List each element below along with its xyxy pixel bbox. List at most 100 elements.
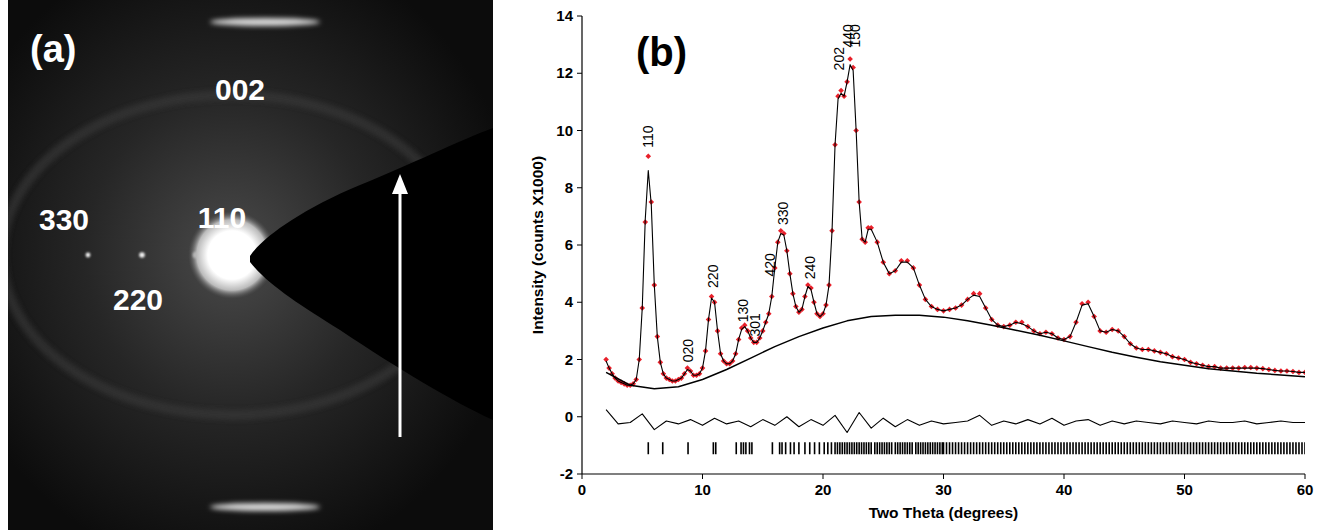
reflection-tick [907, 442, 909, 454]
reflection-tick [1196, 442, 1198, 454]
x-tick-label: 20 [815, 481, 832, 498]
reflection-tick [1000, 442, 1002, 454]
reflection-tick [888, 442, 890, 454]
reflection-tick [946, 442, 948, 454]
reflection-tick [881, 442, 883, 454]
reflection-tick [823, 442, 825, 454]
reflection-tick [1181, 442, 1183, 454]
reflection-tick [1268, 442, 1270, 454]
reflection-tick [1241, 442, 1243, 454]
streak-spot [210, 18, 320, 26]
y-tick [577, 416, 582, 417]
x-tick-label: 40 [1056, 481, 1073, 498]
peak-label: 110 [640, 125, 656, 148]
reflection-tick [1304, 442, 1305, 454]
difference-curve [606, 410, 1305, 433]
reflection-tick [964, 442, 966, 454]
y-tick-label: -2 [560, 465, 573, 482]
reflection-tick [929, 442, 931, 454]
spot-label: 330 [39, 203, 89, 236]
diffraction-spot [86, 253, 91, 258]
peak-label: 220 [705, 264, 721, 288]
spot-label: 110 [198, 201, 246, 234]
reflection-tick [1220, 442, 1222, 454]
reflection-tick [1199, 442, 1201, 454]
x-tick-label: 50 [1176, 481, 1193, 498]
reflection-tick [1105, 442, 1107, 454]
y-tick-label: 0 [565, 408, 573, 425]
peak-label: 150 [847, 24, 863, 48]
reflection-tick [943, 442, 945, 454]
reflection-tick [863, 442, 865, 454]
reflection-tick [1126, 442, 1128, 454]
reflection-tick [1289, 442, 1291, 454]
reflection-tick [1211, 442, 1213, 454]
reflection-tick [994, 442, 996, 454]
reflection-tick [967, 442, 969, 454]
reflection-tick [809, 442, 811, 454]
reflection-tick [941, 442, 943, 454]
reflection-tick [1021, 442, 1023, 454]
reflection-tick [793, 442, 795, 454]
reflection-tick [985, 442, 987, 454]
reflection-tick [1051, 442, 1053, 454]
reflection-tick [1060, 442, 1062, 454]
reflection-tick [1193, 442, 1195, 454]
reflection-tick [1235, 442, 1237, 454]
reflection-tick [1295, 442, 1297, 454]
x-tick [943, 474, 944, 479]
reflection-tick [804, 442, 806, 454]
reflection-tick [1298, 442, 1300, 454]
reflection-tick [1148, 442, 1150, 454]
reflection-tick [1259, 442, 1261, 454]
y-tick [577, 245, 582, 246]
reflection-tick [856, 442, 858, 454]
x-tick [1184, 474, 1185, 479]
reflection-tick [834, 442, 836, 454]
reflection-tick [1205, 442, 1207, 454]
peak-label: 330 [775, 201, 791, 225]
y-tick-label: 12 [556, 64, 573, 81]
peak-label: 020 [680, 339, 696, 363]
reflection-tick [819, 442, 821, 454]
reflection-tick [1247, 442, 1249, 454]
reflection-tick [970, 442, 972, 454]
reflection-tick [837, 442, 839, 454]
diffraction-spot [139, 252, 145, 258]
y-tick-label: 6 [565, 236, 573, 253]
reflection-tick [920, 442, 922, 454]
calculated-profile [606, 65, 1305, 386]
y-tick [577, 16, 582, 17]
reflection-tick [1042, 442, 1044, 454]
reflection-tick [858, 442, 860, 454]
arrow-shaft [399, 192, 402, 437]
reflection-tick [1081, 442, 1083, 454]
reflection-tick [894, 442, 896, 454]
reflection-tick [1063, 442, 1065, 454]
reflection-tick [1187, 442, 1189, 454]
reflection-tick [751, 442, 753, 454]
reflection-tick [1006, 442, 1008, 454]
figure: (a)002110220330-202468101214010203040506… [0, 0, 1323, 531]
reflection-tick [781, 442, 783, 454]
x-tick [1064, 474, 1065, 479]
reflection-tick [1145, 442, 1147, 454]
reflection-tick [917, 442, 919, 454]
y-tick [577, 474, 582, 475]
reflection-tick [779, 442, 781, 454]
panel-label: (b) [636, 30, 687, 74]
y-tick-label: 2 [565, 351, 573, 368]
reflection-tick [854, 442, 856, 454]
panel-label: (a) [30, 28, 76, 70]
reflection-tick [1256, 442, 1258, 454]
reflection-tick [1166, 442, 1168, 454]
reflection-tick [1223, 442, 1225, 454]
reflection-tick [1238, 442, 1240, 454]
reflection-tick [927, 442, 929, 454]
reflection-tick [861, 442, 863, 454]
reflection-tick [870, 442, 872, 454]
reflection-tick [952, 442, 954, 454]
reflection-tick [1114, 442, 1116, 454]
reflection-tick [1262, 442, 1264, 454]
reflection-tick [955, 442, 957, 454]
